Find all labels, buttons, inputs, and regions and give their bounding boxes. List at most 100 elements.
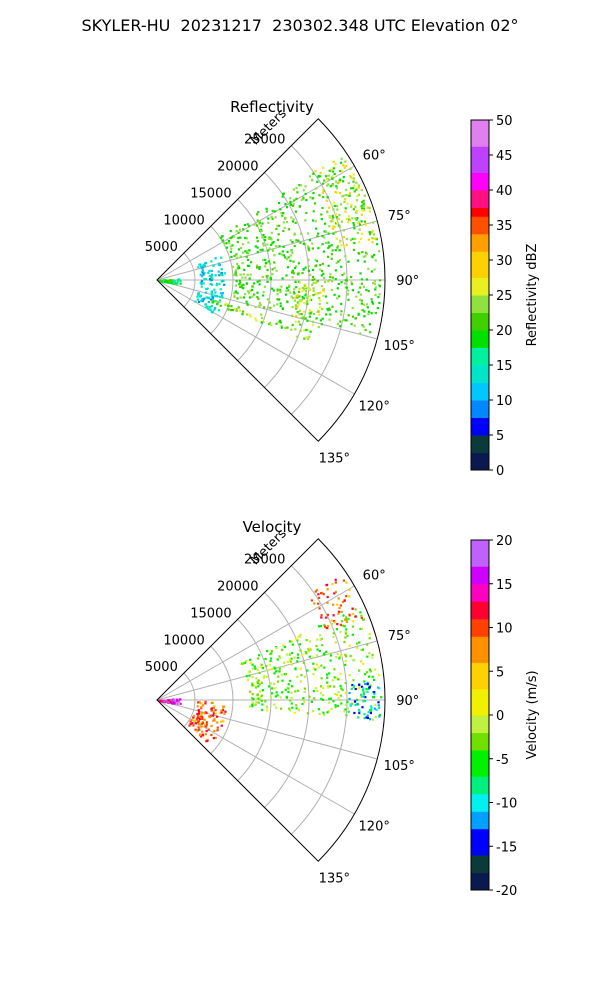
echo-gate — [322, 713, 326, 716]
echo-gate — [323, 179, 326, 182]
echo-gate — [265, 210, 268, 213]
echo-gate — [165, 699, 168, 702]
echo-gate — [259, 229, 262, 233]
echo-gate — [348, 589, 351, 592]
colorbar-segment — [471, 198, 489, 208]
echo-gate — [331, 305, 334, 308]
echo-gate — [315, 264, 318, 267]
echo-gate — [294, 280, 297, 283]
echo-gate — [360, 282, 363, 285]
echo-gate — [301, 290, 304, 293]
echo-gate — [309, 330, 312, 333]
echo-gate — [197, 701, 200, 704]
echo-gate — [188, 724, 191, 727]
echo-gate — [354, 205, 357, 208]
echo-gate — [221, 719, 225, 722]
echo-gate — [371, 653, 374, 656]
echo-gate — [334, 163, 337, 166]
echo-gate — [241, 243, 245, 246]
echo-gate — [366, 655, 369, 658]
echo-gate — [328, 710, 331, 713]
echo-gate — [345, 581, 348, 584]
echo-gate — [262, 233, 265, 237]
echo-gate — [266, 298, 269, 301]
echo-gate — [350, 275, 353, 279]
echo-gate — [214, 257, 217, 260]
echo-gate — [317, 232, 320, 235]
echo-gate — [248, 291, 251, 295]
echo-gate — [340, 313, 343, 316]
echo-gate — [257, 679, 260, 682]
echo-gate — [343, 625, 346, 628]
echo-gate — [309, 640, 312, 643]
echo-gate — [251, 288, 254, 291]
echo-gate — [285, 293, 288, 296]
echo-far-range-receding — [310, 578, 363, 630]
echo-gate — [257, 297, 260, 300]
echo-gate — [204, 723, 207, 726]
echo-gate — [358, 641, 361, 644]
colorbar-segment — [471, 216, 489, 226]
echo-gate — [254, 306, 257, 309]
echo-gate — [320, 677, 323, 680]
echo-gate — [322, 272, 325, 275]
echo-gate — [256, 240, 259, 243]
echo-gate — [340, 157, 343, 160]
echo-gate — [292, 291, 295, 294]
echo-gate — [339, 684, 342, 688]
echo-gate — [213, 288, 216, 291]
echo-gate — [234, 269, 237, 272]
echo-gate — [369, 233, 372, 236]
echo-gate — [212, 737, 215, 740]
echo-gate — [349, 704, 352, 707]
echo-gate — [297, 239, 300, 242]
radial-tick-label: 25000 — [244, 553, 285, 568]
echo-gate — [343, 640, 346, 644]
echo-gate — [286, 266, 290, 269]
echo-gate — [319, 306, 322, 309]
echo-gate — [159, 280, 162, 283]
echo-gate — [284, 688, 287, 691]
echo-gate — [319, 291, 322, 294]
echo-gate — [214, 274, 217, 277]
echo-gate — [340, 265, 343, 268]
echo-gate — [335, 628, 338, 631]
echo-gate — [293, 299, 297, 302]
echo-gate — [318, 650, 321, 653]
echo-gate — [285, 653, 288, 656]
echo-gate — [360, 693, 363, 696]
echo-gate — [205, 740, 208, 743]
echo-gate — [272, 241, 275, 244]
colorbar-segment — [471, 163, 489, 173]
echo-gate — [276, 303, 279, 306]
echo-gate — [279, 321, 282, 324]
echo-gate — [245, 282, 249, 285]
echo-gate — [274, 210, 277, 213]
echo-gate — [326, 613, 330, 616]
echo-gate — [347, 181, 350, 185]
azimuth-tick-label: 105° — [384, 759, 415, 774]
echo-gate — [230, 255, 233, 258]
echo-gate — [258, 279, 261, 282]
echo-gate — [284, 216, 287, 219]
echo-gate — [372, 282, 375, 285]
colorbar-segment — [471, 627, 489, 637]
echo-gate — [326, 627, 330, 630]
echo-gate — [276, 298, 279, 301]
echo-gate — [302, 198, 305, 201]
echo-gate — [368, 323, 372, 326]
echo-gate — [304, 266, 307, 269]
echo-gate — [304, 293, 307, 296]
echo-gate — [326, 681, 329, 684]
echo-gate — [339, 604, 342, 607]
echo-gate — [327, 264, 330, 267]
echo-gate — [214, 709, 217, 712]
echo-gate — [190, 718, 193, 722]
azimuth-tick-label: 60° — [363, 569, 386, 584]
echo-gate — [349, 192, 352, 195]
echo-gate — [370, 705, 373, 708]
echo-gate — [207, 300, 210, 304]
echo-gate — [220, 280, 223, 283]
echo-gate — [367, 290, 370, 293]
echo-gate — [321, 206, 324, 210]
